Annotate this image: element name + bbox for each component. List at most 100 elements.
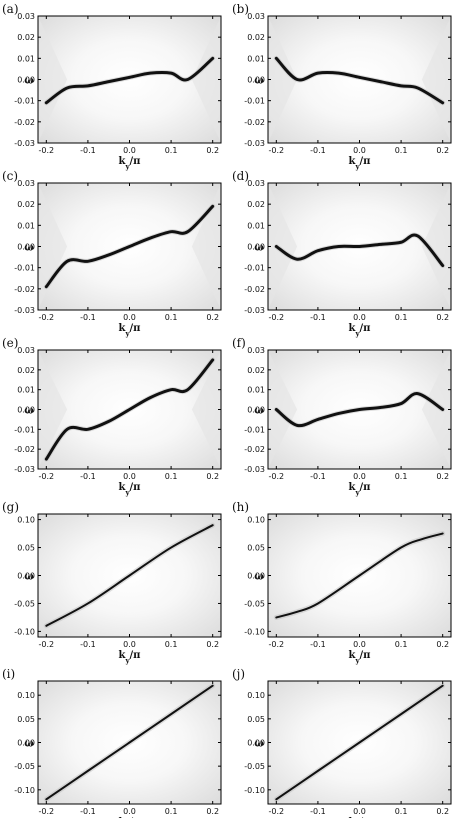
- x-axis-label: ky/π: [349, 650, 371, 665]
- y-tick-label: 0.03: [247, 12, 265, 21]
- y-tick-label: 0.01: [247, 54, 265, 63]
- x-tick-label: -0.1: [80, 640, 96, 649]
- x-tick-label: -0.1: [310, 313, 326, 322]
- y-tick-label: 0.01: [247, 386, 265, 395]
- x-tick-label: -0.2: [39, 640, 55, 649]
- shading-right: [191, 350, 221, 469]
- x-tick-label: -0.2: [39, 472, 55, 481]
- y-tick-label: 0.10: [247, 691, 265, 700]
- x-tick-label: 0.1: [165, 472, 178, 481]
- x-tick-label: 0.1: [165, 640, 178, 649]
- x-tick-label: -0.1: [310, 807, 326, 816]
- x-tick-label: -0.1: [80, 146, 96, 155]
- y-tick-label: -0.02: [14, 445, 35, 454]
- shading-right: [191, 16, 221, 143]
- y-tick-label: 0.00: [17, 243, 35, 252]
- series-line: [44, 56, 215, 105]
- y-axis-label: ω: [254, 572, 264, 583]
- y-tick-label: 0.02: [247, 200, 265, 209]
- y-tick-label: -0.01: [244, 425, 265, 434]
- y-tick-label: 0.10: [247, 516, 265, 525]
- x-tick-label: 0.2: [206, 146, 219, 155]
- y-axis-label: ω: [24, 76, 34, 87]
- y-tick-label: 0.01: [247, 221, 265, 230]
- y-tick-label: 0.10: [17, 516, 35, 525]
- x-tick-label: 0.1: [395, 640, 408, 649]
- shading-left: [268, 350, 298, 469]
- x-tick-label: 0.1: [395, 146, 408, 155]
- y-tick-label: -0.02: [244, 445, 265, 454]
- x-tick-label: -0.2: [269, 146, 285, 155]
- x-tick-label: 0.0: [123, 640, 136, 649]
- x-tick-label: 0.1: [165, 313, 178, 322]
- x-tick-label: 0.2: [206, 807, 219, 816]
- panel-c: (c) -0.2 -0.1 0.0 0.1 0.2 0.03 0.02 0.01 0.00 -0.0…: [2, 169, 222, 338]
- x-axis-label: ky/π: [349, 156, 371, 171]
- x-tick-label: -0.2: [39, 313, 55, 322]
- x-tick-label: 0.0: [123, 807, 136, 816]
- y-axis-label: ω: [254, 76, 264, 87]
- panel-a: (a) -0.2 -0.1 0.0 0.1 0.2 0.03 0.02 0.01 0.00 -0.0…: [2, 2, 222, 171]
- series-line: [274, 392, 445, 428]
- y-tick-label: 0.00: [17, 739, 35, 748]
- y-tick-label: 0.05: [247, 544, 265, 553]
- y-tick-label: -0.02: [14, 118, 35, 127]
- shading-left: [38, 16, 68, 143]
- y-tick-label: -0.05: [14, 599, 35, 608]
- y-tick-label: -0.05: [244, 599, 265, 608]
- y-tick-label: 0.00: [247, 76, 265, 85]
- x-tick-label: -0.2: [269, 313, 285, 322]
- y-tick-label: -0.01: [244, 97, 265, 106]
- x-tick-label: 0.1: [395, 313, 408, 322]
- shading-right: [421, 16, 451, 143]
- panel-label: (h): [232, 500, 249, 514]
- x-tick-label: 0.0: [353, 807, 366, 816]
- shading-left: [38, 350, 68, 469]
- y-tick-label: 0.00: [17, 572, 35, 581]
- x-tick-label: -0.1: [80, 807, 96, 816]
- panel-g: (g) -0.2 -0.1 0.0 0.1 0.2 0.10 0.05 0.00 -0.05 -0.…: [2, 500, 222, 665]
- y-tick-label: 0.02: [17, 366, 35, 375]
- y-axis-label: ω: [24, 739, 34, 750]
- x-tick-label: 0.1: [395, 472, 408, 481]
- panel-label: (a): [2, 2, 19, 16]
- x-tick-label: 0.0: [353, 472, 366, 481]
- y-tick-label: 0.00: [247, 572, 265, 581]
- y-tick-label: -0.10: [14, 786, 35, 795]
- x-tick-label: -0.2: [39, 146, 55, 155]
- x-tick-label: 0.1: [165, 146, 178, 155]
- y-tick-label: -0.03: [244, 139, 265, 148]
- series-line: [44, 204, 215, 289]
- panel-label: (f): [232, 336, 246, 350]
- y-axis-label: ω: [24, 572, 34, 583]
- y-tick-label: -0.01: [14, 97, 35, 106]
- y-tick-label: 0.01: [17, 221, 35, 230]
- y-tick-label: -0.01: [14, 425, 35, 434]
- x-axis-label: ky/π: [349, 323, 371, 338]
- y-tick-label: 0.02: [17, 33, 35, 42]
- y-tick-label: 0.03: [247, 179, 265, 188]
- x-tick-label: 0.2: [436, 313, 449, 322]
- y-tick-label: 0.00: [247, 243, 265, 252]
- x-tick-label: -0.1: [310, 472, 326, 481]
- y-tick-label: 0.02: [247, 366, 265, 375]
- x-tick-label: 0.0: [123, 146, 136, 155]
- shading-left: [268, 16, 298, 143]
- x-tick-label: -0.1: [310, 640, 326, 649]
- series-line: [274, 56, 445, 105]
- y-tick-label: -0.02: [14, 285, 35, 294]
- shading-right: [191, 183, 221, 310]
- panel-b: (b) -0.2 -0.1 0.0 0.1 0.2 0.03 0.02 0.01 0.00 -0.0…: [232, 2, 452, 171]
- y-tick-label: -0.03: [244, 306, 265, 315]
- y-tick-label: -0.03: [14, 306, 35, 315]
- x-tick-label: 0.0: [353, 146, 366, 155]
- series-line: [275, 684, 444, 801]
- x-tick-label: -0.2: [269, 472, 285, 481]
- shading-left: [38, 183, 68, 310]
- y-tick-label: 0.01: [17, 386, 35, 395]
- y-tick-label: 0.00: [17, 406, 35, 415]
- x-tick-label: 0.2: [206, 472, 219, 481]
- panel-label: (g): [2, 500, 19, 514]
- x-tick-label: -0.2: [269, 807, 285, 816]
